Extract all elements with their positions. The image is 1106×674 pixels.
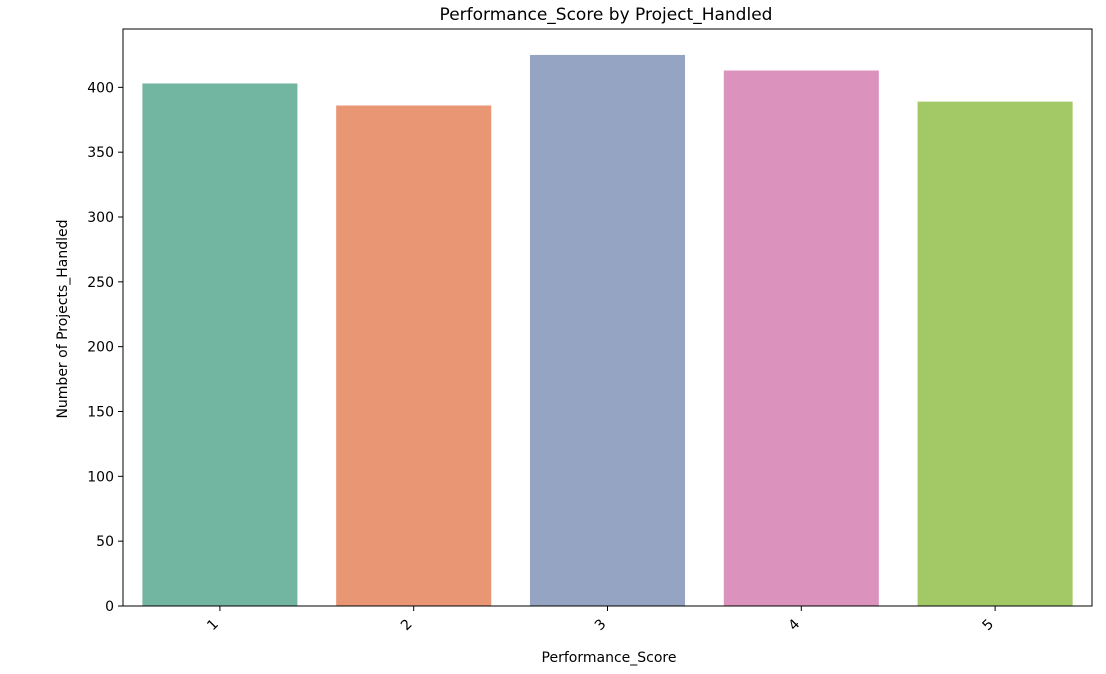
x-tick-label: 4 [786,616,804,634]
bar-3 [529,54,686,607]
y-axis: 0 50 100 150 200 250 300 350 400 [87,80,123,615]
y-tick-label: 200 [87,340,114,356]
bar-5 [917,101,1073,606]
x-tick-label: 2 [398,616,416,634]
bar-2 [336,105,492,606]
x-axis: 1 2 3 4 5 [204,606,997,634]
y-axis-label: Number of Projects_Handled [55,219,71,418]
y-tick-label: 400 [87,80,114,96]
y-tick-label: 250 [87,275,114,291]
y-tick-label: 150 [87,405,114,421]
bar-1 [142,83,298,606]
bar-4 [723,70,879,607]
chart-title: Performance_Score by Project_Handled [440,5,773,25]
x-tick-label: 3 [592,616,610,634]
y-tick-label: 50 [96,534,114,550]
plot-frame [122,28,1093,607]
x-tick-label: 5 [979,616,997,634]
y-tick-label: 300 [87,210,114,226]
bars-layer [142,54,1073,607]
y-tick-label: 100 [87,469,114,485]
y-tick-label: 350 [87,145,114,161]
x-tick-label: 1 [204,616,222,634]
y-tick-label: 0 [105,599,114,615]
x-axis-label: Performance_Score [542,650,677,666]
